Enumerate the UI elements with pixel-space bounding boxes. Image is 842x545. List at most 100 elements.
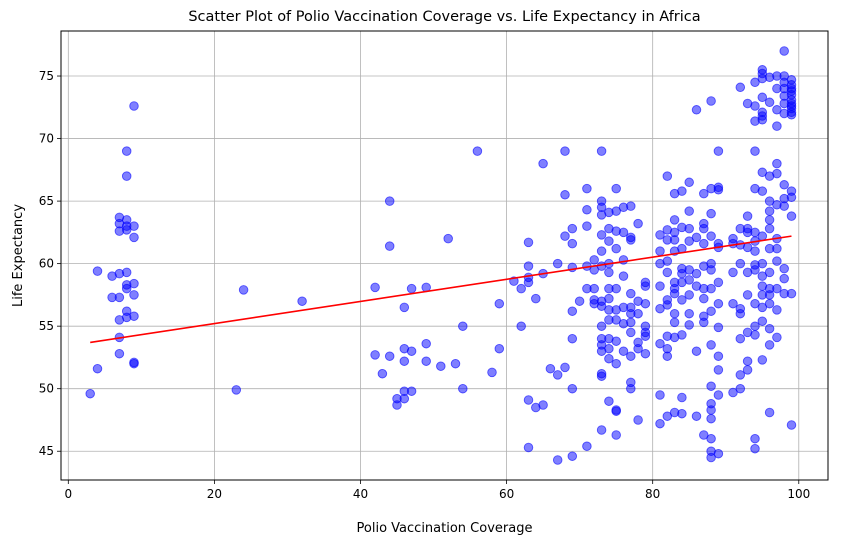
data-point xyxy=(611,243,621,254)
data-point xyxy=(677,392,687,403)
data-point xyxy=(92,266,103,276)
data-point xyxy=(626,383,636,394)
data-points xyxy=(85,46,797,465)
data-point xyxy=(662,171,673,181)
data-point xyxy=(662,411,673,421)
y-tick-label: 55 xyxy=(39,319,54,333)
data-point xyxy=(596,321,607,331)
data-point xyxy=(129,101,139,111)
data-point xyxy=(713,146,724,156)
data-point xyxy=(677,408,687,419)
data-point xyxy=(121,171,132,181)
data-point xyxy=(655,338,665,349)
data-point xyxy=(611,336,621,346)
data-point xyxy=(750,101,760,111)
data-point xyxy=(406,283,417,294)
data-point xyxy=(443,233,453,244)
data-point xyxy=(669,317,680,328)
data-point xyxy=(691,105,702,115)
data-point xyxy=(129,221,139,231)
y-tick-label: 50 xyxy=(39,382,54,396)
data-point xyxy=(706,283,716,294)
data-point xyxy=(458,321,468,331)
data-point xyxy=(684,290,694,300)
data-point xyxy=(377,368,388,379)
data-point xyxy=(589,283,599,294)
data-point xyxy=(735,333,746,344)
data-point xyxy=(735,383,746,394)
data-point xyxy=(757,258,768,269)
data-point xyxy=(662,256,673,266)
data-point xyxy=(706,231,716,241)
data-point xyxy=(129,278,139,289)
data-point xyxy=(523,442,534,453)
data-point xyxy=(764,206,775,216)
data-point xyxy=(655,246,665,256)
data-point xyxy=(611,430,621,440)
x-tick-label: 0 xyxy=(64,487,72,501)
data-point xyxy=(706,306,716,316)
data-point xyxy=(626,235,636,245)
y-axis-label: Life Expectancy xyxy=(11,204,26,307)
data-point xyxy=(699,293,709,304)
data-point xyxy=(545,363,556,374)
data-point xyxy=(560,146,570,156)
data-point xyxy=(691,268,702,279)
data-point xyxy=(684,308,694,319)
data-point xyxy=(662,300,673,310)
data-point xyxy=(655,230,665,240)
data-point xyxy=(750,443,760,454)
data-point xyxy=(618,227,629,238)
data-point xyxy=(772,158,782,169)
data-point xyxy=(735,258,746,269)
data-point xyxy=(523,395,534,405)
data-point xyxy=(589,255,599,265)
data-point xyxy=(742,211,753,221)
data-point xyxy=(640,281,651,291)
data-point xyxy=(713,185,724,195)
data-point xyxy=(384,241,395,251)
data-point xyxy=(735,82,746,93)
data-point xyxy=(764,323,775,334)
data-point xyxy=(764,290,775,300)
data-point xyxy=(618,346,629,356)
data-point xyxy=(706,405,716,415)
data-point xyxy=(121,283,132,294)
data-point xyxy=(596,146,607,156)
data-point xyxy=(764,196,775,206)
data-point xyxy=(691,232,702,243)
data-point xyxy=(779,180,789,190)
data-point xyxy=(655,418,665,429)
data-point xyxy=(129,311,139,321)
data-point xyxy=(633,415,643,425)
data-point xyxy=(662,351,673,361)
data-point xyxy=(421,338,431,349)
data-point xyxy=(611,283,621,294)
data-point xyxy=(779,46,789,56)
data-point xyxy=(567,451,578,461)
x-tick-label: 20 xyxy=(207,487,222,501)
data-point xyxy=(626,327,636,338)
data-point xyxy=(114,348,125,359)
data-point xyxy=(662,267,673,278)
data-point xyxy=(786,288,797,299)
data-point xyxy=(764,407,775,418)
data-point xyxy=(582,441,592,451)
data-point xyxy=(757,115,768,125)
data-point xyxy=(772,256,782,266)
data-point xyxy=(560,190,570,200)
data-point xyxy=(764,215,775,225)
data-point xyxy=(129,290,139,300)
data-point xyxy=(85,388,95,399)
trend-line-group xyxy=(90,235,792,344)
data-point xyxy=(560,231,570,241)
data-point xyxy=(421,356,431,366)
data-point xyxy=(399,393,410,404)
data-point xyxy=(370,350,380,360)
data-point xyxy=(669,235,680,245)
data-point xyxy=(436,361,446,371)
y-tick-label: 45 xyxy=(39,444,54,458)
data-point xyxy=(764,267,775,278)
data-point xyxy=(458,383,468,394)
